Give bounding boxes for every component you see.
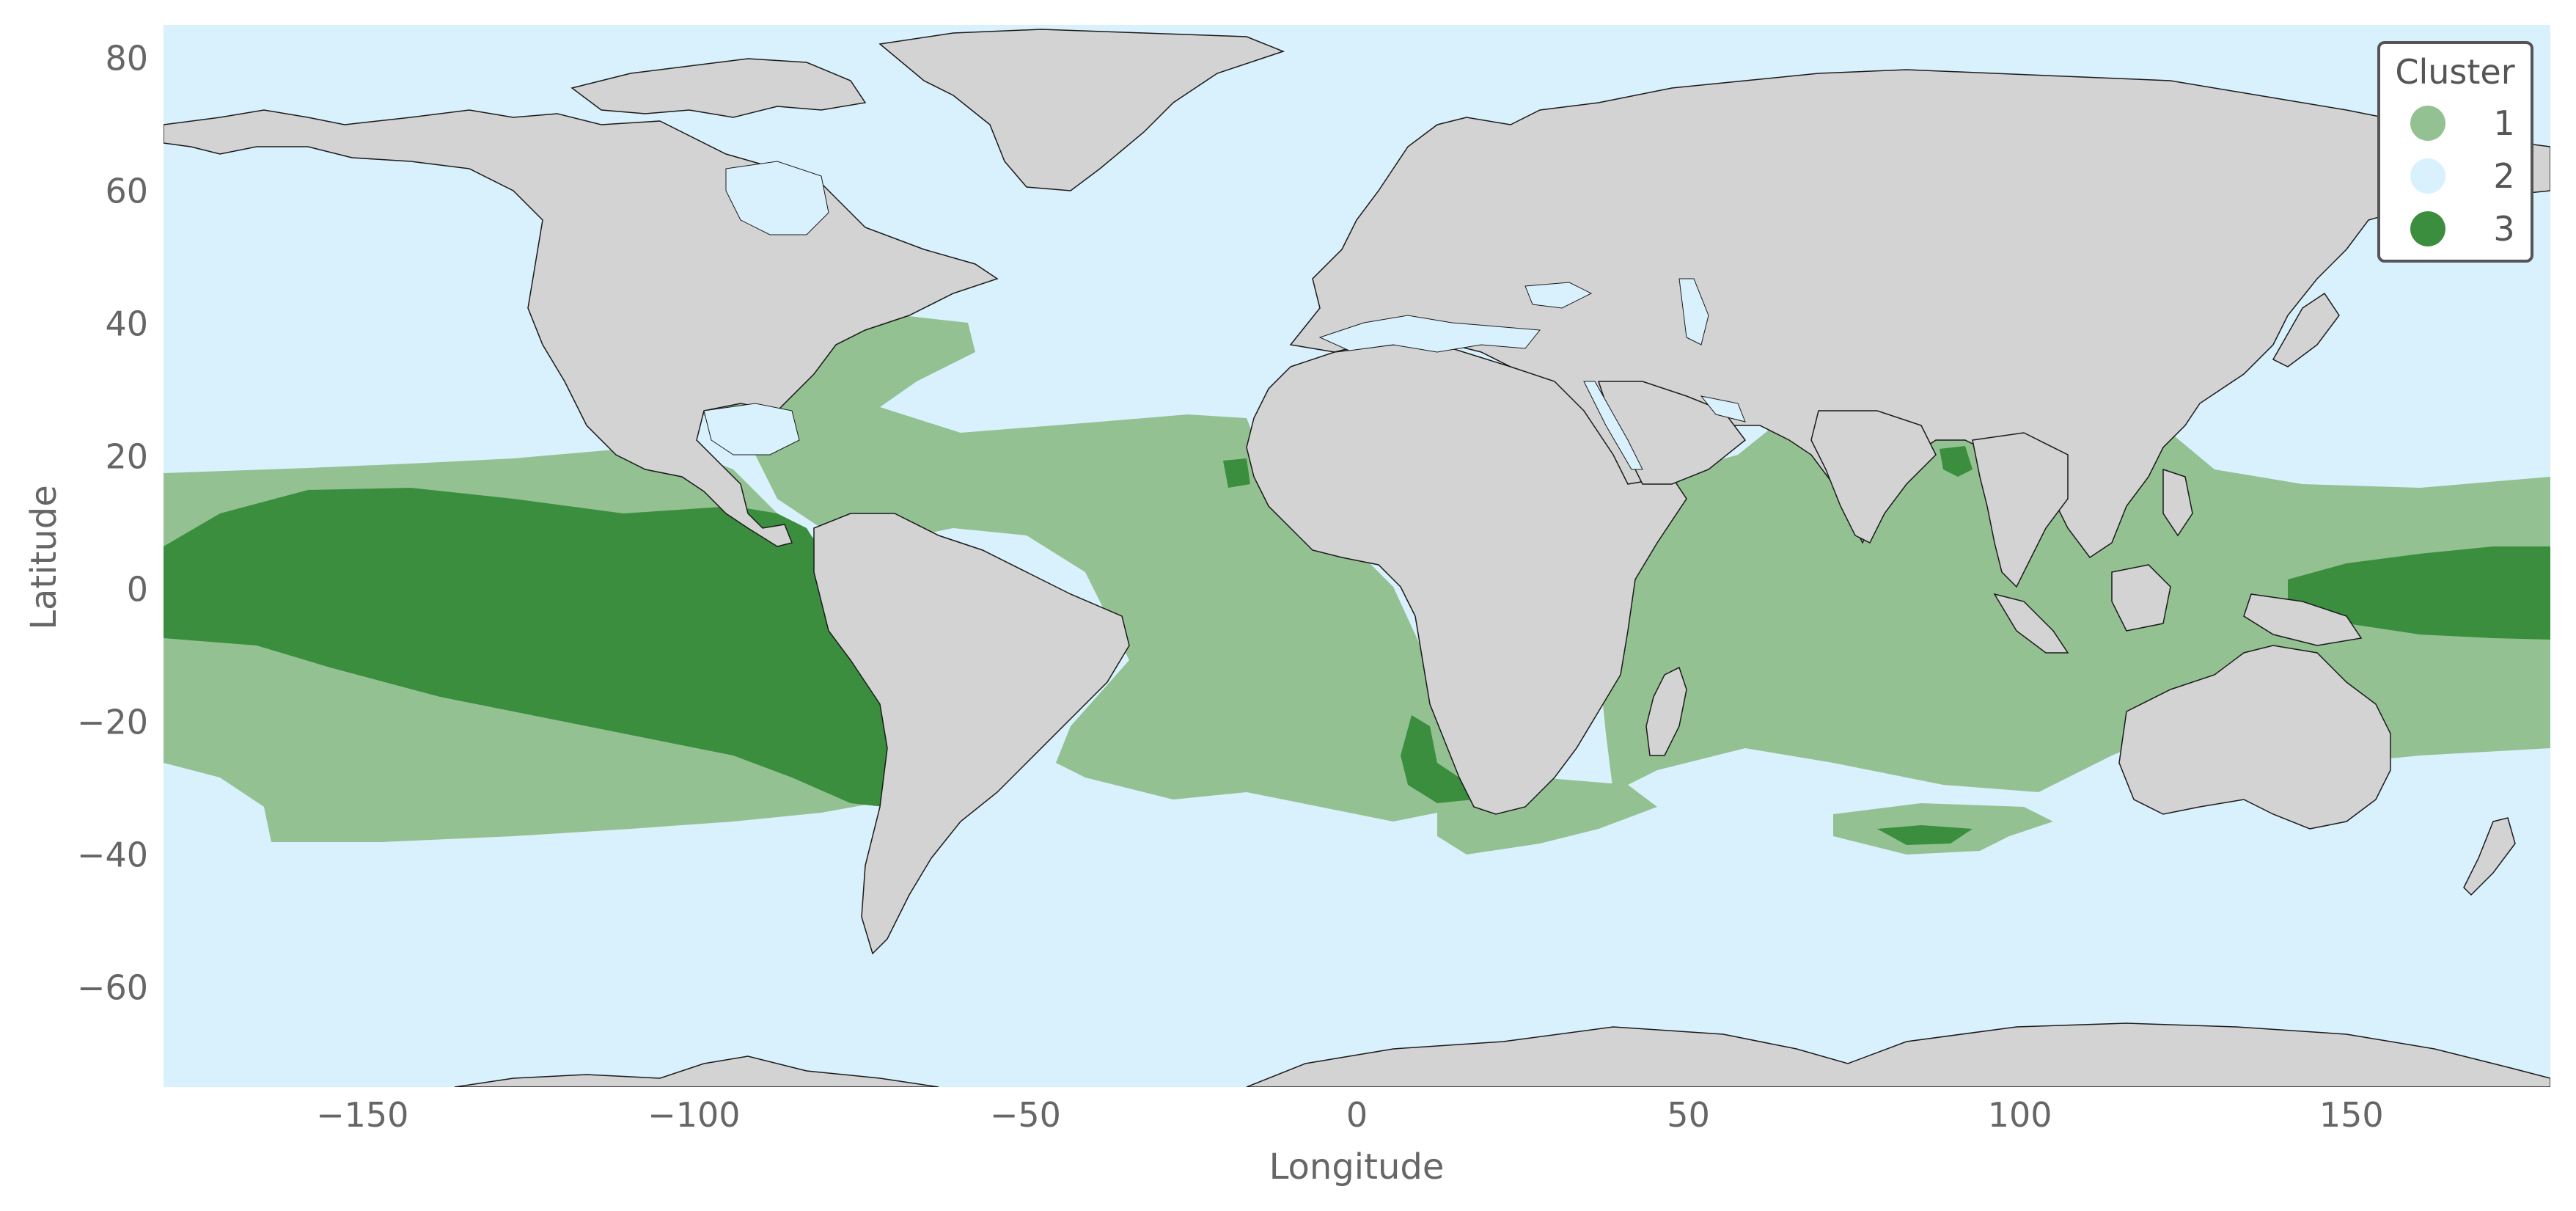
hudson-bay xyxy=(725,161,829,235)
y-tick-label: 80 xyxy=(105,38,148,78)
black-sea xyxy=(1524,282,1593,309)
persian-gulf xyxy=(1700,395,1746,422)
legend-frame xyxy=(2377,41,2533,263)
legend: Cluster 1 2 3 xyxy=(2377,41,2533,263)
x-tick-label: 0 xyxy=(1346,1095,1368,1135)
x-tick-label: −150 xyxy=(316,1095,408,1135)
y-tick-label: 0 xyxy=(127,569,148,609)
africa-land xyxy=(1246,344,1687,815)
legend-label-cluster-1: 1 xyxy=(2493,103,2514,143)
legend-label-cluster-2: 2 xyxy=(2493,156,2514,196)
cluster-3-west-africa xyxy=(1223,458,1250,488)
india-land xyxy=(1810,410,1937,544)
legend-marker-cluster-3 xyxy=(2410,211,2445,246)
madagascar-land xyxy=(1645,666,1687,756)
x-tick-label: −50 xyxy=(990,1095,1061,1135)
y-tick-label: −60 xyxy=(77,967,148,1007)
cluster-1-atlantic xyxy=(682,315,1467,822)
legend-title: Cluster xyxy=(2395,52,2514,92)
south-america-land xyxy=(813,513,1130,955)
sumatra-land xyxy=(1993,593,2069,654)
y-tick-label: −40 xyxy=(77,835,148,874)
y-axis-ticks: 80 60 40 20 0 −20 −40 −60 xyxy=(77,38,148,1007)
gulf-of-mexico xyxy=(703,403,800,456)
australia-land xyxy=(2118,645,2391,830)
cluster-3-bay-of-bengal xyxy=(1940,446,1973,477)
legend-label-cluster-3: 3 xyxy=(2493,209,2514,249)
x-tick-label: −100 xyxy=(647,1095,740,1135)
x-axis-ticks: −150 −100 −50 0 50 100 150 xyxy=(316,1095,2384,1135)
cluster-3-east-pacific xyxy=(164,488,887,807)
x-tick-label: 50 xyxy=(1667,1095,1710,1135)
mediterranean-sea xyxy=(1318,315,1541,353)
cluster-3-south-indian xyxy=(1877,825,1973,845)
arctic-islands-land xyxy=(570,58,867,118)
red-sea xyxy=(1583,381,1643,470)
cluster-3-benguela xyxy=(1401,715,1474,803)
x-tick-label: 100 xyxy=(1988,1095,2052,1135)
greenland-land xyxy=(878,29,1285,191)
x-axis-label: Longitude xyxy=(1269,1146,1445,1188)
map-plot-area xyxy=(164,25,2550,1087)
inland-water-bodies xyxy=(703,161,1746,470)
y-axis-label: Latitude xyxy=(23,485,65,630)
cluster-3-west-pacific xyxy=(2288,546,2550,640)
japan-land xyxy=(2272,292,2340,367)
y-tick-label: 60 xyxy=(105,171,148,211)
new-zealand-land xyxy=(2463,817,2516,896)
indochina-land xyxy=(1972,432,2069,588)
new-guinea-land xyxy=(2243,593,2363,646)
y-tick-label: −20 xyxy=(77,702,148,742)
philippines-land xyxy=(2162,468,2193,537)
borneo-land xyxy=(2111,564,2171,632)
caspian-sea xyxy=(1678,278,1709,345)
legend-marker-cluster-1 xyxy=(2410,106,2445,141)
legend-entries: 1 2 3 xyxy=(2410,103,2515,249)
cluster-3-regions xyxy=(164,446,2550,845)
x-tick-label: 150 xyxy=(2319,1095,2384,1135)
antarctica-land xyxy=(454,1022,2550,1087)
y-tick-label: 20 xyxy=(105,436,148,476)
legend-marker-cluster-2 xyxy=(2410,158,2445,194)
y-tick-label: 40 xyxy=(105,304,148,343)
